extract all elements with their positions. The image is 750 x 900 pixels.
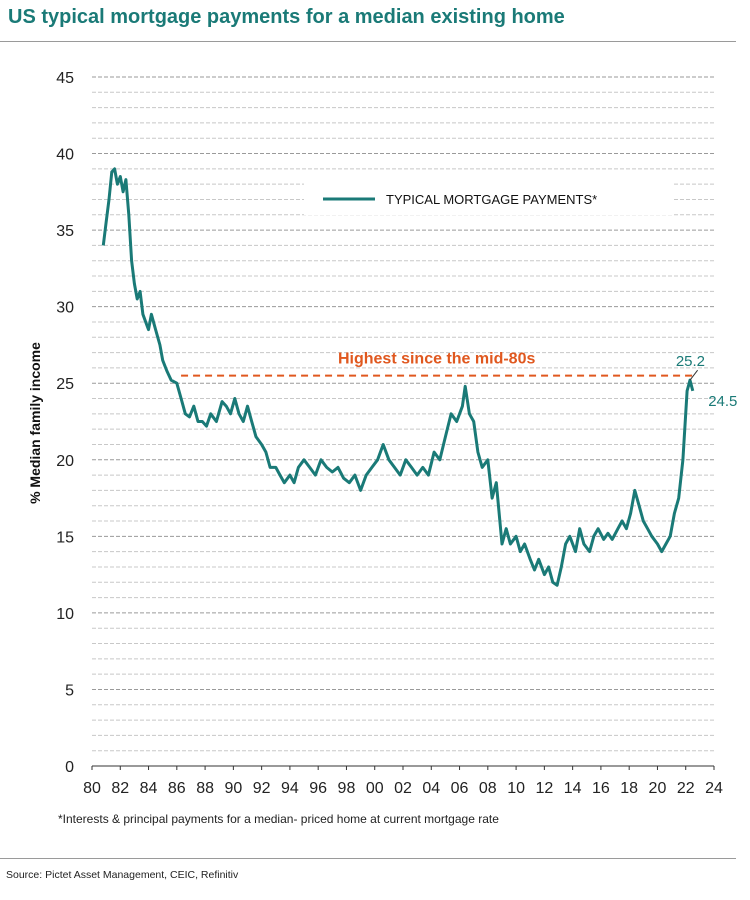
x-tick-label: 24 xyxy=(705,780,723,797)
x-tick-label: 84 xyxy=(140,780,158,797)
y-tick-label: 30 xyxy=(56,300,74,317)
y-tick-label: 40 xyxy=(56,147,74,164)
x-tick-label: 92 xyxy=(253,780,271,797)
legend: TYPICAL MORTGAGE PAYMENTS* xyxy=(304,183,672,215)
y-tick-label: 5 xyxy=(65,682,74,699)
callout-leader-line xyxy=(689,369,699,381)
x-tick-label: 80 xyxy=(83,780,101,797)
x-tick-label: 12 xyxy=(535,780,553,797)
series-line-typical-mortgage-payments xyxy=(101,167,695,587)
title-divider xyxy=(0,41,736,42)
line-chart: 0 5 10 15 20 25 30 35 40 45 80 82 84 86 88 90 92 94 96 98 0… xyxy=(27,70,737,797)
x-tick-label: 82 xyxy=(111,780,129,797)
x-tick-label: 18 xyxy=(620,780,638,797)
gridlines xyxy=(92,76,714,752)
footnote: *Interests & principal payments for a me… xyxy=(58,812,499,826)
data-label-peak: 25.2 xyxy=(676,353,705,370)
x-tick-label: 00 xyxy=(366,780,384,797)
data-label-latest: 24.5 xyxy=(708,393,737,410)
x-tick-label: 22 xyxy=(677,780,695,797)
y-axis-title: % Median family income xyxy=(27,342,43,504)
y-tick-label: 15 xyxy=(56,529,74,546)
x-tick-label: 10 xyxy=(507,780,525,797)
x-tick-label: 88 xyxy=(196,780,214,797)
x-tick-label: 06 xyxy=(451,780,469,797)
source-note: Source: Pictet Asset Management, CEIC, R… xyxy=(6,869,239,881)
legend-label: TYPICAL MORTGAGE PAYMENTS* xyxy=(386,192,597,207)
x-tick-label: 94 xyxy=(281,780,299,797)
x-tick-label: 86 xyxy=(168,780,186,797)
highlight-annotation: Highest since the mid-80s xyxy=(338,351,535,368)
x-axis-tick-labels: 80 82 84 86 88 90 92 94 96 98 00 02 04 06 08 10 12 14 16 18… xyxy=(83,766,723,797)
y-tick-label: 25 xyxy=(56,376,74,393)
x-tick-label: 98 xyxy=(338,780,356,797)
x-tick-label: 90 xyxy=(224,780,242,797)
y-tick-label: 0 xyxy=(65,759,74,776)
x-tick-label: 16 xyxy=(592,780,610,797)
x-tick-label: 14 xyxy=(564,780,582,797)
x-tick-label: 02 xyxy=(394,780,412,797)
x-tick-label: 04 xyxy=(422,780,440,797)
footer-divider xyxy=(0,858,736,859)
y-tick-label: 45 xyxy=(56,70,74,87)
x-tick-label: 20 xyxy=(649,780,667,797)
chart-title: US typical mortgage payments for a media… xyxy=(8,6,565,28)
y-tick-label: 35 xyxy=(56,223,74,240)
y-tick-label: 20 xyxy=(56,453,74,470)
x-tick-label: 96 xyxy=(309,780,327,797)
y-axis-tick-labels: 0 5 10 15 20 25 30 35 40 45 xyxy=(56,70,74,776)
x-tick-label: 08 xyxy=(479,780,497,797)
y-tick-label: 10 xyxy=(56,606,74,623)
